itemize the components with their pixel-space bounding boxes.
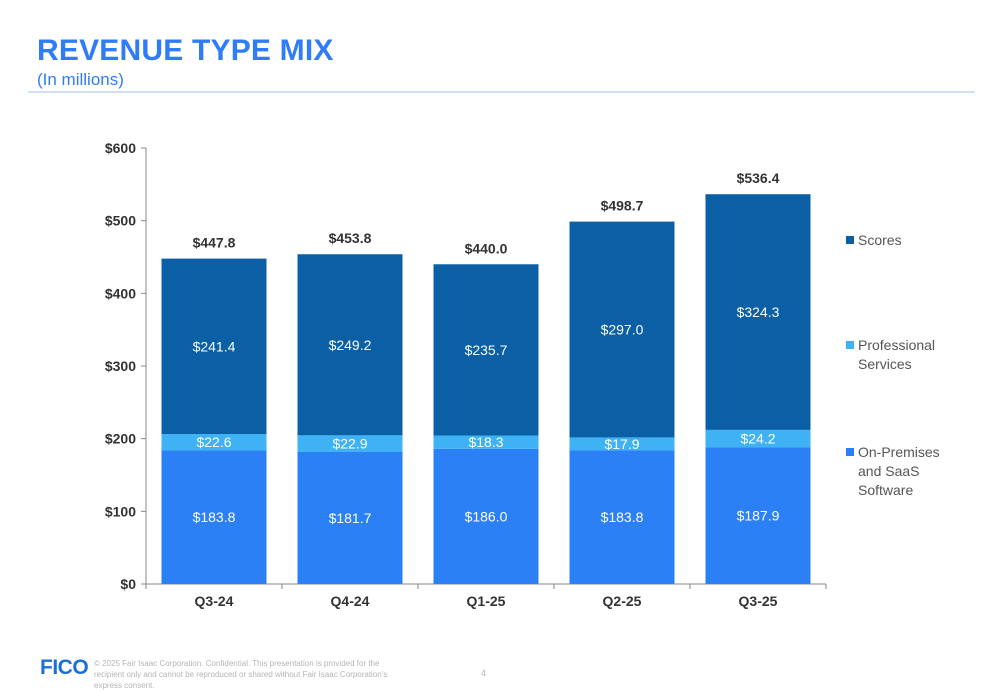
bar-segment: [297, 435, 403, 452]
bar-segment: [433, 264, 539, 436]
bar-segment-label: $235.7: [465, 342, 508, 358]
bar-segment: [569, 221, 675, 438]
legend-item-professional-services: Professional Services: [846, 336, 948, 374]
bar-segment: [161, 450, 267, 584]
x-tick-label: Q2-25: [603, 593, 642, 609]
bar-segment-label: $187.9: [737, 508, 780, 524]
footer-confidentiality-note: © 2025 Fair Isaac Corporation. Confident…: [94, 659, 388, 690]
bar-segment-label: $297.0: [601, 322, 644, 338]
y-tick-label: $100: [105, 503, 136, 519]
y-tick-label: $500: [105, 213, 136, 229]
page-number: 4: [481, 668, 487, 678]
y-tick-label: $400: [105, 285, 136, 301]
bar-total-label: $447.8: [193, 235, 236, 251]
bar-segment-label: $324.3: [737, 304, 780, 320]
title-divider: [28, 91, 975, 93]
bar-total-label: $536.4: [737, 170, 780, 186]
bar-segment: [161, 258, 267, 435]
bar-segment-label: $17.9: [604, 436, 639, 452]
x-tick-label: Q3-24: [195, 593, 234, 609]
legend-label-professional-services: Professional Services: [858, 337, 936, 372]
bar-segment: [705, 194, 811, 430]
y-tick-label: $600: [105, 140, 136, 156]
bar-segment-label: $22.9: [332, 436, 367, 452]
legend-swatch-scores: [846, 236, 854, 244]
bar-segment: [569, 450, 675, 584]
x-tick-label: Q4-24: [331, 593, 370, 609]
bar-total-label: $453.8: [329, 230, 372, 246]
fico-logo: FICO: [40, 656, 89, 679]
bar-segment-label: $18.3: [468, 434, 503, 450]
x-tick-label: Q1-25: [467, 593, 506, 609]
x-tick-label: Q3-25: [739, 593, 778, 609]
legend-item-software: On-Premises and SaaS Software: [846, 443, 948, 500]
bar-segment: [433, 435, 539, 449]
bar-segment: [297, 451, 403, 584]
bar-segment: [569, 437, 675, 451]
bar-segment-label: $181.7: [329, 510, 372, 526]
y-tick-label: $300: [105, 358, 136, 374]
bar-segment-label: $22.6: [196, 434, 231, 450]
bar-segment: [705, 429, 811, 448]
legend-label-scores: Scores: [858, 232, 902, 248]
bar-segment: [705, 447, 811, 584]
legend-label-software: On-Premises and SaaS Software: [858, 444, 940, 498]
y-tick-label: $200: [105, 431, 136, 447]
bar-segment: [297, 254, 403, 436]
bar-segment: [433, 448, 539, 584]
bar-segment-label: $183.8: [601, 509, 644, 525]
bar-segment-label: $183.8: [193, 509, 236, 525]
bar-segment-label: $241.4: [193, 338, 236, 354]
bar-segment: [161, 434, 267, 451]
bar-segment-label: $249.2: [329, 337, 372, 353]
y-tick-label: $0: [120, 576, 136, 592]
legend-item-scores: Scores: [846, 231, 902, 250]
bar-total-label: $498.7: [601, 198, 644, 214]
page-subtitle: (In millions): [37, 70, 124, 89]
bar-segment-label: $24.2: [740, 431, 775, 447]
page-title: REVENUE TYPE MIX: [37, 34, 334, 67]
legend-swatch-software: [846, 448, 854, 456]
bar-segment-label: $186.0: [465, 508, 508, 524]
legend-swatch-professional-services: [846, 341, 854, 349]
bar-total-label: $440.0: [465, 240, 508, 256]
